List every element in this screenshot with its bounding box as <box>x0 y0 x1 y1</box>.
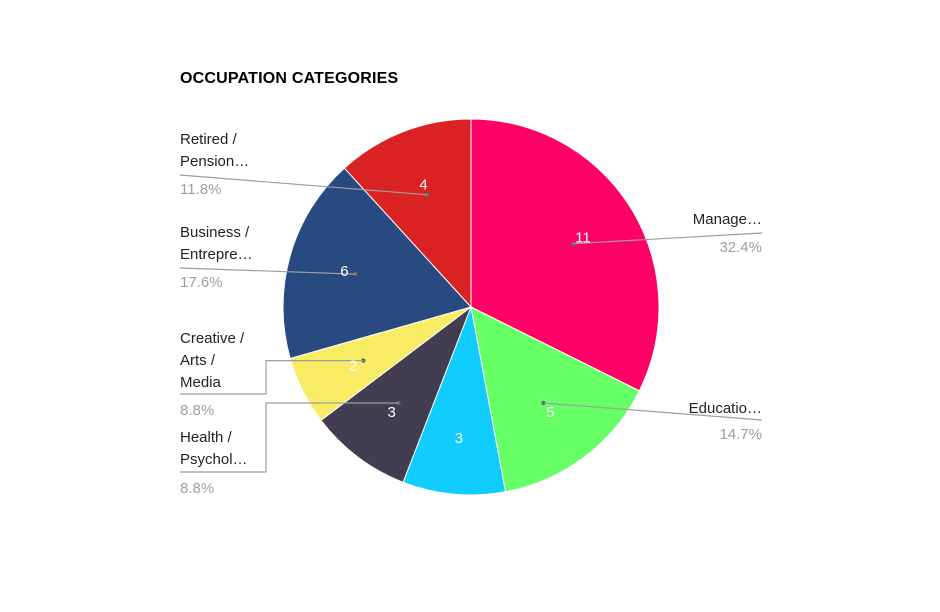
slice-category-label: Educatio… <box>689 400 762 417</box>
slice-value-label: 11 <box>575 230 591 247</box>
slice-category-label: Retired / Pension… <box>180 131 249 170</box>
leader-line <box>179 174 428 196</box>
slice-percent-label: 8.8% <box>180 480 214 497</box>
slice-value-label: 6 <box>340 263 348 280</box>
slice-percent-label: 11.8% <box>180 181 221 198</box>
leader-line <box>179 267 356 275</box>
slice-category-label: Manage… <box>693 211 762 228</box>
pie-slice <box>343 118 472 309</box>
leader-line <box>180 360 364 395</box>
slice-category-label: Creative / Arts / Media <box>180 330 245 391</box>
chart-title: OCCUPATION CATEGORIES <box>180 70 399 87</box>
slice-percent-label: 8.8% <box>180 402 214 419</box>
slice-value-label: 3 <box>388 404 396 421</box>
pie-slice <box>402 305 507 496</box>
leader-line <box>543 402 763 421</box>
pie-slice <box>282 167 472 360</box>
slice-category-label: Health / Psychol… <box>180 429 248 468</box>
slice-labels: 11 Manage… 32.4% 5 Educatio… 14.7% 3 3 Health / P… <box>180 131 762 497</box>
slice-percent-label: 14.7% <box>719 426 762 443</box>
slice-category-label: Business / Entrepre… <box>180 224 253 263</box>
pie-slice <box>470 306 640 493</box>
slice-value-label: 2 <box>349 358 357 375</box>
pie-slices <box>282 118 660 496</box>
slice-value-label: 3 <box>455 430 463 447</box>
pie-slice <box>470 118 660 392</box>
leader-line <box>573 232 763 245</box>
slice-percent-label: 32.4% <box>719 239 762 256</box>
leader-line <box>180 402 399 473</box>
slice-percent-label: 17.6% <box>180 274 223 291</box>
slice-value-label: 4 <box>419 176 427 193</box>
slice-value-label: 5 <box>546 404 554 421</box>
leader-lines <box>179 174 763 473</box>
pie-slice <box>320 305 473 483</box>
